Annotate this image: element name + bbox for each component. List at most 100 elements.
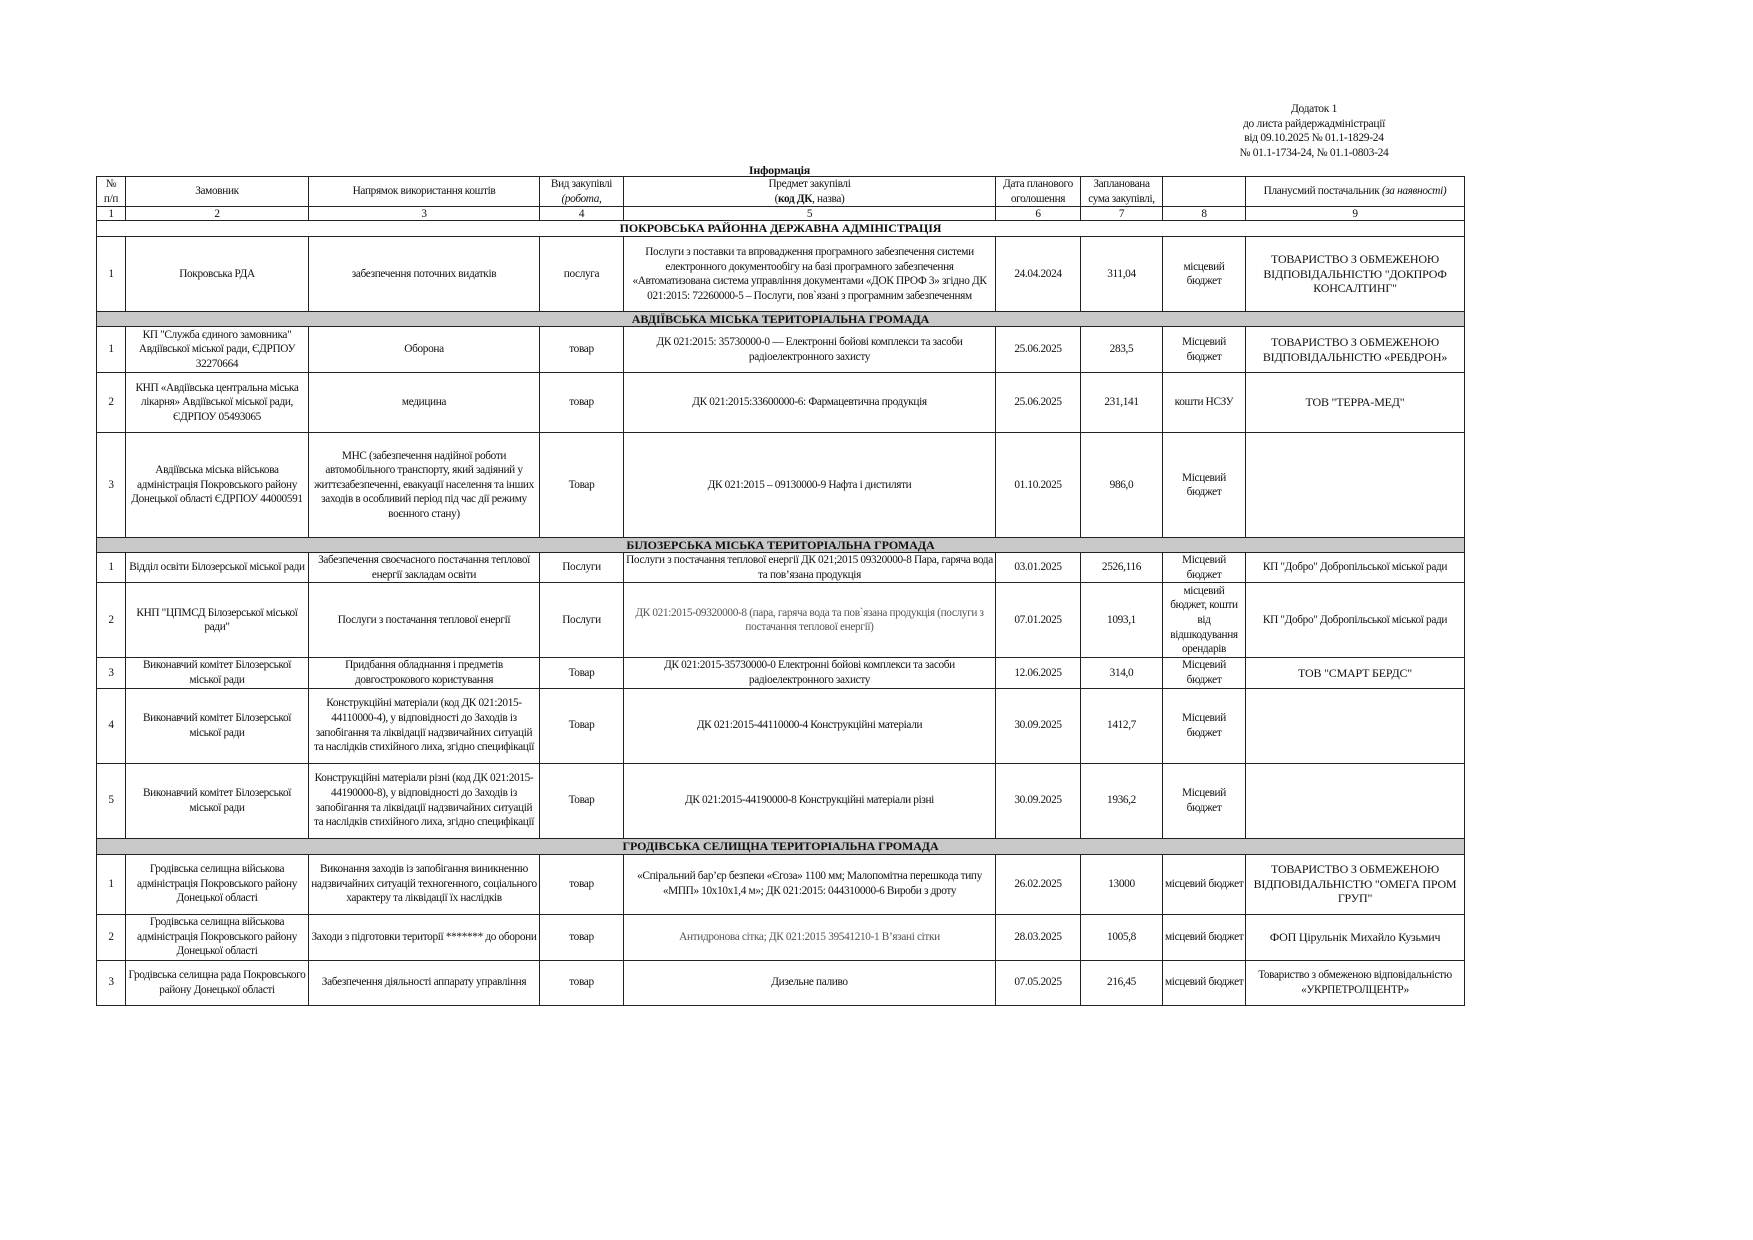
- subject-cell: ДК 021:2015-35730000-0 Електронні бойові…: [623, 657, 996, 689]
- announcement-date-cell: 07.01.2025: [995, 582, 1081, 659]
- row-number-cell: 2: [96, 582, 126, 659]
- customer-cell: Відділ освіти Білозерської міської ради: [125, 552, 309, 584]
- table-row: 2 Гродівська селищна військова адміністра…: [96, 913, 1465, 961]
- customer-cell: Виконавчий комітет Білозерської міської …: [125, 762, 309, 839]
- header-sum: Запланована сума закупівлі,: [1080, 175, 1163, 208]
- section-header-row: БІЛОЗЕРСЬКА МІСЬКА ТЕРИТОРІАЛЬНА ГРОМАДА: [96, 537, 1465, 554]
- table-row: 3 Гродівська селищна рада Покровського ра…: [96, 959, 1465, 1006]
- section-title: ГРОДІВСЬКА СЕЛИЩНА ТЕРИТОРІАЛЬНА ГРОМАДА: [96, 837, 1465, 855]
- funding-source-cell: місцевий бюджет: [1162, 913, 1246, 961]
- announcement-date-cell: 26.02.2025: [995, 853, 1081, 915]
- funding-source-cell: кошти НСЗУ: [1162, 372, 1246, 434]
- planned-sum-cell: 1936,2: [1080, 762, 1163, 839]
- planned-sum-cell: 283,5: [1080, 326, 1163, 374]
- supplier-cell: [1245, 687, 1465, 764]
- header-direction: Напрямок використання коштів: [308, 175, 540, 208]
- section-title: БІЛОЗЕРСЬКА МІСЬКА ТЕРИТОРІАЛЬНА ГРОМАДА: [96, 537, 1465, 554]
- customer-cell: КНП «Авдіївська центральна міська лікарн…: [125, 372, 309, 434]
- procurement-type-cell: Послуги: [539, 582, 624, 659]
- planned-sum-cell: 2526,116: [1080, 552, 1163, 584]
- row-number-cell: 5: [96, 762, 126, 839]
- direction-cell: Виконання заходів із запобігання виникне…: [308, 853, 540, 915]
- supplier-cell: ТОВАРИСТВО З ОБМЕЖЕНОЮ ВІДПОВІДАЛЬНІСТЮ …: [1245, 236, 1465, 313]
- subject-cell: ДК 021:2015: 35730000-0 — Електронні бой…: [623, 326, 996, 374]
- section-header-row: ГРОДІВСЬКА СЕЛИЩНА ТЕРИТОРІАЛЬНА ГРОМАДА: [96, 837, 1465, 855]
- header-text: оголошення: [1010, 192, 1066, 205]
- direction-cell: Придбання обладнання і предметів довгост…: [308, 657, 540, 689]
- table-row: 5 Виконавчий комітет Білозерської міської…: [96, 762, 1465, 839]
- funding-source-cell: Місцевий бюджет: [1162, 687, 1246, 764]
- direction-cell: забезпечення поточних видатків: [308, 236, 540, 313]
- announcement-date-cell: 01.10.2025: [995, 432, 1081, 539]
- header-type: Вид закупівлі (робота,: [539, 175, 624, 208]
- header-col8: [1162, 175, 1246, 208]
- table-row: 3 Авдіївська міська військова адміністрац…: [96, 432, 1465, 539]
- direction-cell: Забезпечення своєчасного постачання тепл…: [308, 552, 540, 584]
- table-row: 1 КП "Служба єдиного замовника" Авдіївськ…: [96, 326, 1465, 374]
- subject-cell: ДК 021:2015 – 09130000-9 Нафта і дистиля…: [623, 432, 996, 539]
- column-number: 9: [1245, 206, 1465, 222]
- direction-cell: Конструкційні матеріали різні (код ДК 02…: [308, 762, 540, 839]
- announcement-date-cell: 30.09.2025: [995, 762, 1081, 839]
- announcement-date-cell: 25.06.2025: [995, 326, 1081, 374]
- column-number: 4: [539, 206, 624, 222]
- header-date: Дата планового оголошення: [995, 175, 1081, 208]
- announcement-date-cell: 03.01.2025: [995, 552, 1081, 584]
- subject-cell: Послуги з поставки та впровадження прогр…: [623, 236, 996, 313]
- funding-source-cell: Місцевий бюджет: [1162, 552, 1246, 584]
- direction-cell: Оборона: [308, 326, 540, 374]
- header-text: Вид закупівлі: [550, 178, 613, 190]
- procurement-type-cell: Товар: [539, 762, 624, 839]
- customer-cell: Авдіївська міська військова адміністраці…: [125, 432, 309, 539]
- table-row: 1 Покровська РДА забезпечення поточних вид…: [96, 236, 1465, 313]
- header-text: (робота,: [561, 192, 602, 205]
- planned-sum-cell: 986,0: [1080, 432, 1163, 539]
- customer-cell: Виконавчий комітет Білозерської міської …: [125, 687, 309, 764]
- header-text: сума закупівлі,: [1088, 192, 1155, 205]
- header-supplier: Планусмий постачальник (за наявності): [1245, 175, 1465, 208]
- supplier-cell: ТОВ "СМАРТ БЕРДС": [1245, 657, 1465, 689]
- addendum-line: Додаток 1: [1290, 103, 1338, 115]
- supplier-cell: ТОВ "ТЕРРА-МЕД": [1245, 372, 1465, 434]
- customer-cell: Гродівська селищна військова адміністрац…: [125, 853, 309, 915]
- funding-source-cell: Місцевий бюджет: [1162, 762, 1246, 839]
- customer-cell: КП "Служба єдиного замовника" Авдіївсько…: [125, 326, 309, 374]
- header-text: (за наявності): [1381, 185, 1447, 198]
- announcement-date-cell: 25.06.2025: [995, 372, 1081, 434]
- row-number-cell: 1: [96, 552, 126, 584]
- procurement-type-cell: Товар: [539, 687, 624, 764]
- supplier-cell: [1245, 762, 1465, 839]
- header-text: код ДК: [777, 192, 813, 205]
- column-number: 2: [125, 206, 309, 222]
- procurement-table: № п/п Замовник Напрямок використання кошт…: [96, 175, 1465, 1006]
- supplier-cell: [1245, 432, 1465, 539]
- direction-cell: медицина: [308, 372, 540, 434]
- supplier-cell: ФОП Цірульнік Михайло Кузьмич: [1245, 913, 1465, 961]
- header-text: Предмет закупівлі: [768, 178, 851, 190]
- row-number-cell: 2: [96, 913, 126, 961]
- funding-source-cell: місцевий бюджет: [1162, 853, 1246, 915]
- row-number-cell: 1: [96, 853, 126, 915]
- funding-source-cell: Місцевий бюджет: [1162, 326, 1246, 374]
- table-row: 4 Виконавчий комітет Білозерської міської…: [96, 687, 1465, 764]
- row-number-cell: 1: [96, 236, 126, 313]
- section-header-row: ПОКРОВСЬКА РАЙОННА ДЕРЖАВНА АДМІНІСТРАЦІ…: [96, 220, 1465, 238]
- direction-cell: Заходи з підготовки території ******* до…: [308, 913, 540, 961]
- funding-source-cell: місцевий бюджет: [1162, 959, 1246, 1006]
- subject-cell: «Спіральний бар’єр безпеки «Єгоза» 1100 …: [623, 853, 996, 915]
- column-number: 5: [623, 206, 996, 222]
- announcement-date-cell: 12.06.2025: [995, 657, 1081, 689]
- announcement-date-cell: 07.05.2025: [995, 959, 1081, 1006]
- supplier-cell: ТОВАРИСТВО З ОБМЕЖЕНОЮ ВІДПОВІДАЛЬНІСТЮ …: [1245, 326, 1465, 374]
- header-text: п/п: [103, 192, 119, 205]
- column-number: 6: [995, 206, 1081, 222]
- subject-cell: Антидронова сітка; ДК 021:2015 39541210-…: [623, 913, 996, 961]
- row-number-cell: 3: [96, 432, 126, 539]
- subject-cell: ДК 021:2015-09320000-8 (пара, гаряча вод…: [623, 582, 996, 659]
- supplier-cell: КП "Добро" Добропільської міської ради: [1245, 552, 1465, 584]
- table-row: 2 КНП "ЦПМСД Білозерської міської ради" По…: [96, 582, 1465, 659]
- row-number-cell: 4: [96, 687, 126, 764]
- direction-cell: МНС (забезпечення надійної роботи автомо…: [308, 432, 540, 539]
- planned-sum-cell: 231,141: [1080, 372, 1163, 434]
